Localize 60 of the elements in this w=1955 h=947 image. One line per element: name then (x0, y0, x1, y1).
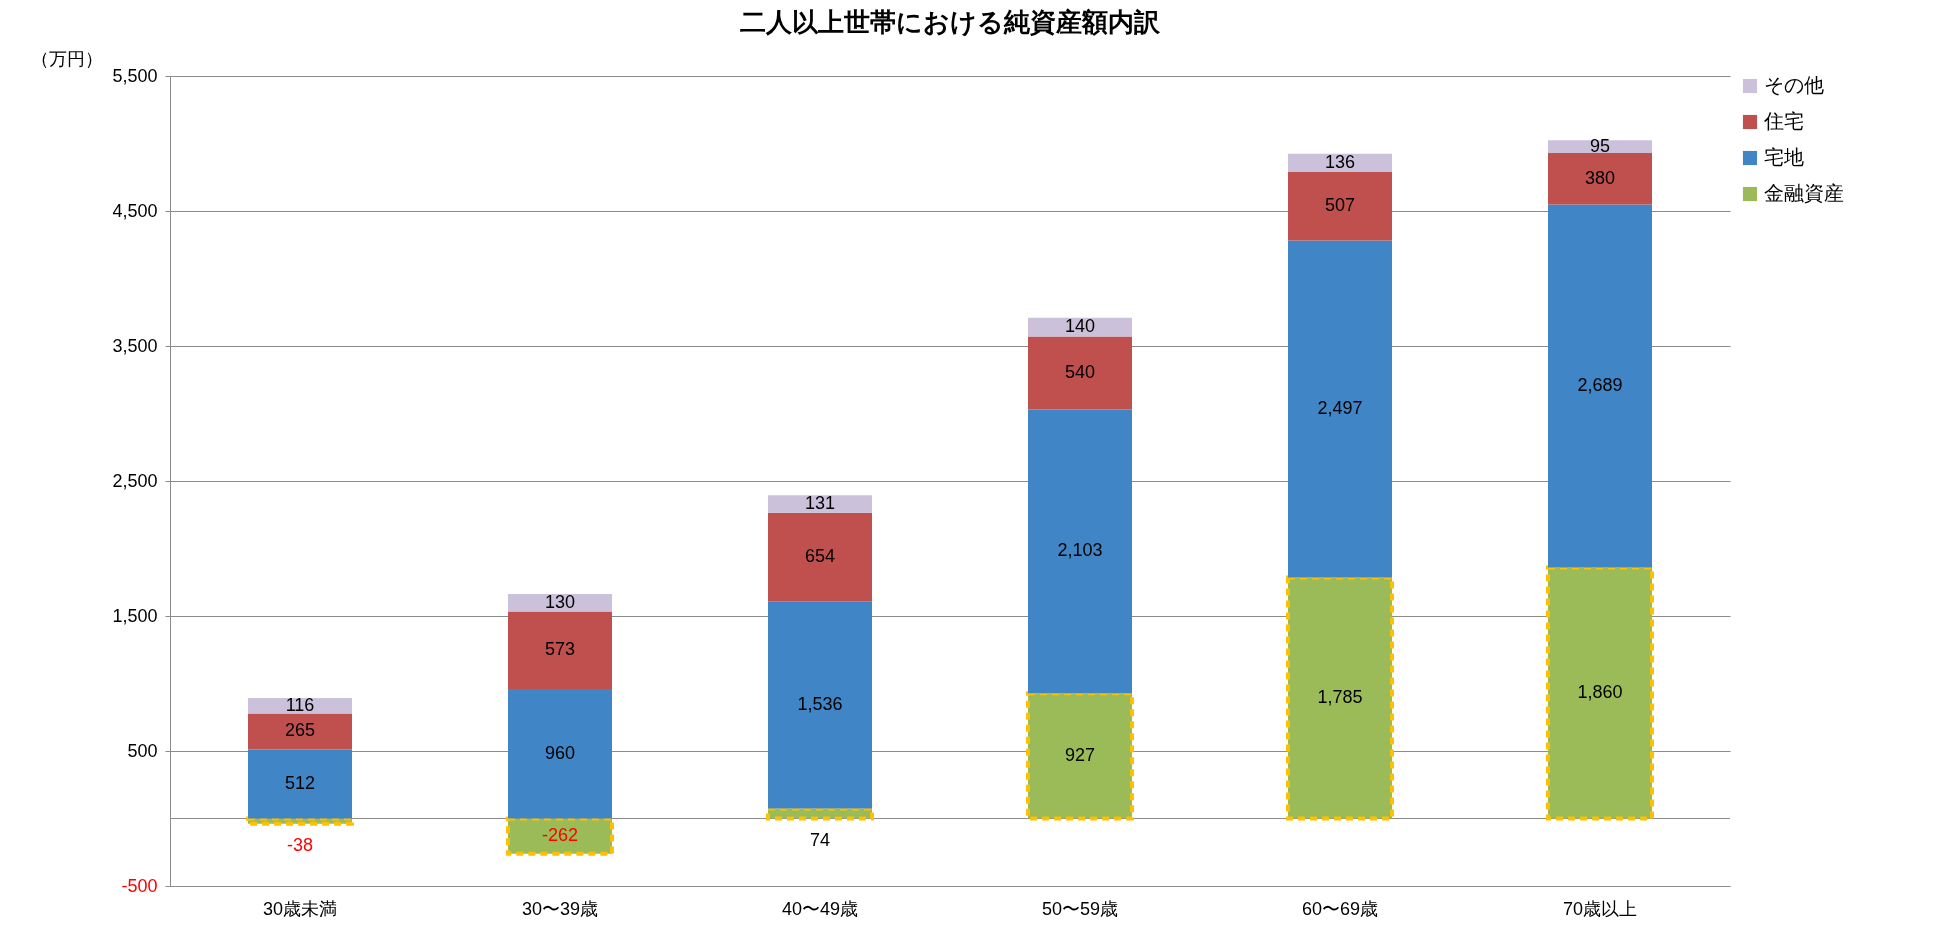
bar (508, 594, 612, 612)
data-label: 960 (544, 742, 576, 763)
data-label: 1,536 (797, 693, 843, 714)
legend-label: 宅地 (1764, 146, 1804, 168)
chart-title: 二人以上世帯における純資産額内訳 (740, 7, 1161, 37)
data-label: 507 (1324, 195, 1356, 216)
x-tick-label: 50〜59歳 (1041, 898, 1119, 919)
bar (1548, 153, 1652, 205)
data-label: -38 (286, 834, 314, 855)
bar (508, 688, 612, 819)
bar (1548, 140, 1652, 154)
data-label: 540 (1064, 362, 1096, 382)
bar (508, 611, 612, 689)
data-label: 654 (804, 546, 836, 567)
y-tick-label: 1,500 (112, 605, 158, 626)
y-tick-label: 5,500 (112, 65, 158, 86)
x-tick-label: 30〜39歳 (521, 898, 599, 919)
y-tick-label: 2,500 (112, 470, 158, 491)
bar (1028, 409, 1132, 694)
legend-label: 住宅 (1763, 110, 1804, 132)
bar (248, 697, 352, 714)
y-tick-label: 3,500 (112, 335, 158, 356)
data-label: -262 (541, 825, 579, 846)
y-tick-label: -500 (121, 875, 158, 896)
data-label: 2,689 (1577, 374, 1623, 395)
bar (768, 512, 872, 602)
data-label: 1,785 (1317, 687, 1363, 708)
data-label: 140 (1064, 316, 1096, 337)
data-label: 512 (284, 772, 316, 793)
data-label: 95 (1589, 135, 1611, 156)
bar (248, 713, 352, 750)
legend-label: 金融資産 (1764, 182, 1844, 204)
data-label: 927 (1064, 744, 1096, 765)
data-label: 265 (284, 720, 316, 741)
y-tick-label: 4,500 (112, 200, 158, 221)
y-axis-title: （万円） (30, 48, 103, 69)
data-label: 1,860 (1577, 681, 1623, 702)
data-label: 2,497 (1317, 397, 1363, 418)
data-label: 131 (804, 493, 836, 514)
data-label: 116 (285, 694, 315, 715)
data-label: 2,103 (1057, 540, 1103, 561)
bar (768, 601, 872, 809)
bar (248, 749, 352, 819)
bar (1288, 240, 1392, 578)
x-tick-label: 70歳以上 (1562, 898, 1638, 919)
bar (1028, 336, 1132, 410)
bar (1028, 317, 1132, 337)
data-label: 130 (544, 591, 576, 612)
legend-label: その他 (1764, 74, 1824, 96)
x-tick-label: 30歳未満 (262, 898, 338, 919)
bar (1548, 204, 1652, 568)
data-label: 74 (809, 829, 831, 850)
data-label: 380 (1584, 167, 1616, 188)
bar (768, 495, 872, 513)
x-tick-label: 60〜69歳 (1301, 898, 1379, 919)
data-label: 573 (544, 639, 576, 660)
bar (1288, 171, 1392, 241)
data-label: 136 (1324, 151, 1356, 172)
x-tick-label: 40〜49歳 (781, 898, 859, 919)
y-tick-label: 500 (127, 740, 158, 761)
